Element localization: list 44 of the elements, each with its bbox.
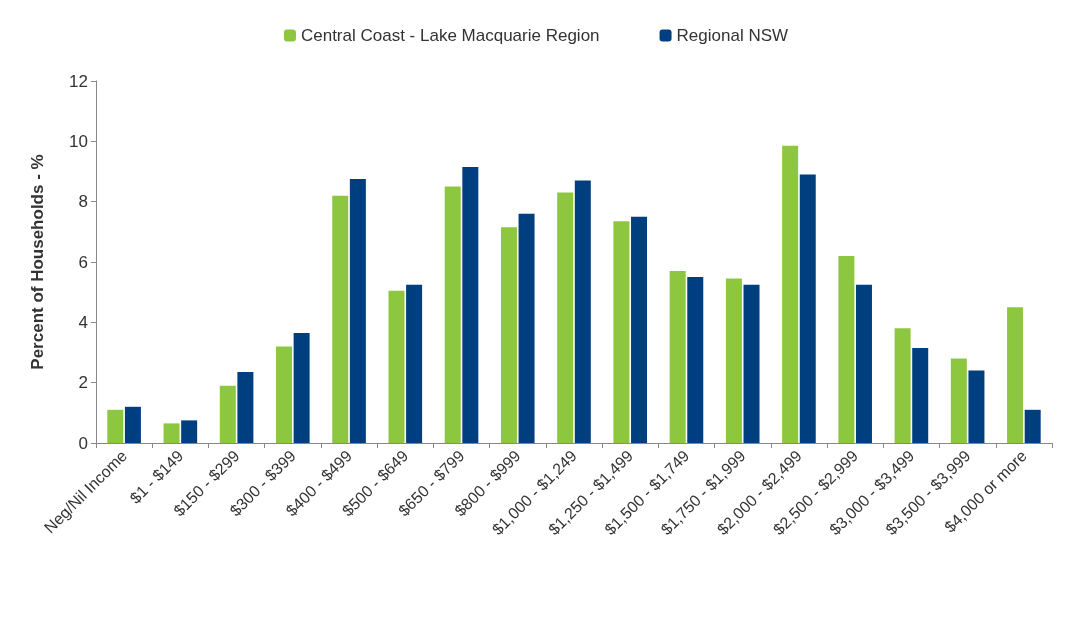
- bar: [743, 284, 760, 443]
- bar: [574, 180, 591, 443]
- bar: [631, 216, 648, 443]
- y-tick-label: 4: [78, 312, 88, 332]
- y-tick-label: 12: [69, 71, 88, 91]
- bar: [855, 284, 872, 443]
- bar: [181, 420, 198, 443]
- bar: [613, 221, 630, 443]
- bar: [332, 195, 349, 443]
- bar: [557, 192, 574, 443]
- bar: [725, 278, 742, 443]
- bar: [838, 255, 855, 443]
- bar: [388, 290, 405, 443]
- y-tick-label: 0: [78, 433, 88, 453]
- bar: [500, 227, 517, 443]
- bar: [349, 179, 366, 443]
- bar: [894, 328, 911, 443]
- bar: [276, 346, 293, 443]
- bar: [406, 284, 423, 443]
- bar: [968, 370, 985, 443]
- bar: [462, 166, 479, 443]
- bar: [782, 145, 799, 443]
- legend-label: Central Coast - Lake Macquarie Region: [300, 26, 600, 45]
- y-tick-label: 2: [78, 373, 88, 393]
- y-tick-label: 10: [69, 131, 88, 151]
- bar: [444, 186, 461, 443]
- y-tick-label: 8: [78, 192, 88, 212]
- bar: [518, 213, 535, 443]
- bar: [799, 174, 816, 443]
- bar: [912, 347, 929, 443]
- y-axis-title: Percent of Households - %: [28, 154, 47, 370]
- legend-label: Regional NSW: [676, 26, 789, 45]
- bar: [1007, 307, 1024, 443]
- bar: [219, 385, 236, 443]
- bar: [163, 423, 180, 443]
- bar: [687, 277, 704, 443]
- bar: [1024, 409, 1041, 443]
- bar: [124, 406, 141, 443]
- bar: [293, 332, 310, 443]
- bar: [107, 409, 124, 443]
- y-tick-label: 6: [78, 252, 88, 272]
- bar: [950, 358, 967, 443]
- bar: [237, 372, 254, 443]
- bar: [669, 271, 686, 443]
